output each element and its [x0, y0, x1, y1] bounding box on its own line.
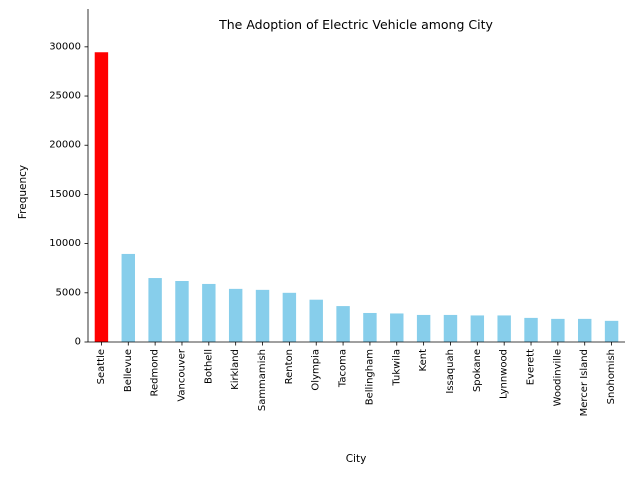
y-tick-label: 25000	[49, 91, 81, 102]
bar-bellevue	[121, 253, 135, 342]
x-tick-label: Seattle	[96, 349, 107, 384]
bar-olympia	[309, 299, 323, 342]
bars-group	[94, 52, 619, 342]
y-tick-label: 10000	[49, 238, 81, 249]
x-tick-label: Snohomish	[606, 349, 617, 404]
y-tick-label: 20000	[49, 140, 81, 151]
bar-renton	[282, 292, 297, 342]
x-tick-label: Tacoma	[338, 349, 349, 388]
x-tick-label: Issaquah	[445, 349, 456, 394]
bar-mercer-island	[578, 318, 592, 342]
bar-bothell	[202, 283, 216, 342]
y-tick-label: 15000	[49, 189, 81, 200]
y-tick-label: 5000	[56, 287, 81, 298]
x-tick-label: Bellevue	[123, 349, 134, 392]
x-tick-label: Mercer Island	[579, 349, 590, 416]
bar-vancouver	[175, 281, 189, 342]
bar-issaquah	[443, 314, 458, 342]
x-tick-label: Woodinville	[552, 349, 563, 406]
bar-kirkland	[228, 288, 243, 342]
y-tick-label: 0	[75, 337, 81, 348]
x-tick-label: Spokane	[472, 349, 483, 392]
bar-everett	[524, 317, 538, 342]
bar-tacoma	[336, 306, 350, 342]
bar-tukwila	[390, 313, 404, 342]
bar-redmond	[148, 278, 162, 342]
x-tick-label: Lynnwood	[499, 349, 510, 399]
y-axis-ticks: 0 5000 10000 15000 20000 25000 30000	[49, 41, 88, 348]
bar-spokane	[470, 315, 485, 342]
x-tick-label: Vancouver	[176, 348, 187, 402]
bar-snohomish	[604, 320, 619, 342]
x-tick-label: Tukwila	[391, 349, 402, 387]
x-tick-label: Sammamish	[257, 349, 268, 411]
x-tick-label: Kent	[418, 349, 429, 372]
bar-sammamish	[255, 289, 270, 342]
x-tick-label: Olympia	[311, 349, 322, 391]
x-axis-ticks: Seattle Bellevue Redmond Vancouver Bothell Ki…	[96, 342, 617, 416]
bar-bellingham	[363, 312, 377, 342]
bar-lynnwood	[497, 315, 511, 342]
chart-title: The Adoption of Electric Vehicle among C…	[218, 17, 493, 32]
bar-seattle	[94, 52, 109, 342]
x-tick-label: Everett	[526, 349, 537, 385]
x-tick-label: Bothell	[203, 349, 214, 384]
x-tick-label: Kirkland	[230, 349, 241, 390]
x-tick-label: Redmond	[150, 349, 161, 397]
x-axis-label: City	[346, 453, 367, 465]
x-tick-label: Renton	[284, 349, 295, 384]
y-tick-label: 30000	[49, 41, 81, 52]
bar-woodinville	[551, 318, 565, 342]
x-tick-label: Bellingham	[364, 349, 375, 405]
bar-kent	[416, 314, 431, 342]
y-axis-label: Frequency	[17, 165, 29, 219]
